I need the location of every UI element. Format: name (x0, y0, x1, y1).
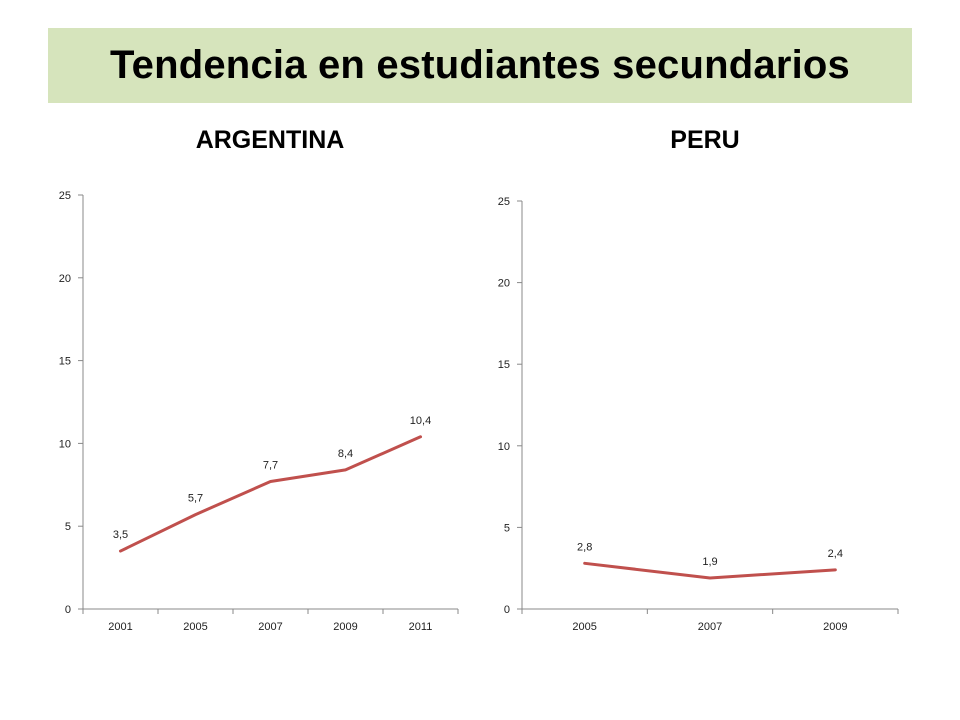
y-tick-label: 15 (59, 356, 71, 368)
data-label: 5,7 (188, 493, 203, 505)
y-tick-label: 20 (498, 278, 510, 290)
x-tick-label: 2009 (333, 621, 357, 633)
y-tick-label: 15 (498, 359, 510, 371)
data-label: 3,5 (113, 529, 128, 541)
chart-title-argentina: ARGENTINA (195, 126, 345, 154)
data-label: 8,4 (338, 448, 353, 460)
title-banner: Tendencia en estudiantes secundarios (48, 28, 912, 103)
chart-peru: 0 5 10 15 20 25 2005 2007 2009 2,8 1,9 2,4 (498, 196, 899, 633)
y-tick-label: 10 (498, 441, 510, 453)
y-tick-label: 25 (59, 190, 71, 202)
x-tick-label: 2009 (823, 621, 847, 633)
page-title: Tendencia en estudiantes secundarios (109, 43, 850, 87)
data-label: 1,9 (702, 556, 717, 568)
data-label: 2,8 (577, 541, 592, 553)
x-tick-label: 2005 (572, 621, 596, 633)
series-line (583, 561, 837, 580)
y-tick-label: 5 (504, 522, 510, 534)
data-label: 10,4 (410, 415, 431, 427)
x-tick-label: 2001 (108, 621, 132, 633)
y-tick-label: 0 (504, 604, 510, 616)
chart-argentina: 0 5 10 15 20 25 2001 2005 2007 2009 2011 3,5 5,7 7,7 8… (59, 190, 459, 633)
y-tick-label: 25 (498, 196, 510, 208)
x-tick-label: 2011 (409, 621, 433, 633)
y-tick-label: 0 (65, 604, 71, 616)
x-tick-label: 2005 (183, 621, 207, 633)
data-label: 2,4 (828, 548, 843, 560)
x-tick-label: 2007 (258, 621, 282, 633)
y-tick-label: 5 (65, 521, 71, 533)
x-tick-label: 2007 (698, 621, 722, 633)
y-tick-label: 20 (59, 273, 71, 285)
series-line (119, 435, 422, 553)
data-label: 7,7 (263, 459, 278, 471)
chart-title-peru: PERU (670, 126, 740, 154)
y-tick-label: 10 (59, 438, 71, 450)
